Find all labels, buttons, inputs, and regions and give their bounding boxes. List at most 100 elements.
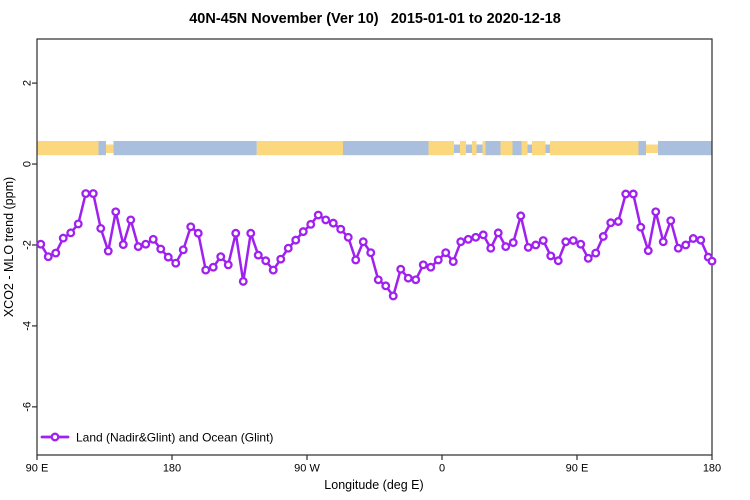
data-point-marker bbox=[433, 255, 443, 265]
map-band-segment-land bbox=[428, 141, 454, 156]
data-point-marker bbox=[388, 291, 398, 301]
map-band-segment-land bbox=[646, 144, 658, 153]
y-axis-tick-label: 2 bbox=[21, 80, 33, 86]
map-band-segment-ocean bbox=[113, 141, 257, 156]
data-point-marker bbox=[178, 245, 188, 255]
data-point-marker bbox=[381, 281, 391, 291]
x-axis-tick-label: 90 W bbox=[294, 463, 320, 475]
plot-frame bbox=[36, 38, 713, 456]
data-point-marker bbox=[238, 276, 248, 286]
data-point-marker bbox=[621, 189, 631, 199]
map-band-segment-land bbox=[550, 141, 639, 156]
data-point-marker bbox=[403, 273, 413, 283]
data-point-marker bbox=[96, 223, 106, 233]
map-band-segment-ocean bbox=[638, 141, 646, 156]
data-series bbox=[36, 189, 717, 301]
y-axis-title: XCO2 - MLO trend (ppm) bbox=[2, 177, 16, 317]
data-point-marker bbox=[283, 243, 293, 253]
legend: Land (Nadir&Glint) and Ocean (Glint) bbox=[40, 431, 273, 445]
data-point-marker bbox=[636, 222, 646, 232]
map-band-segment-ocean bbox=[658, 141, 712, 156]
data-point-marker bbox=[43, 252, 53, 262]
map-band-segment-ocean bbox=[466, 144, 472, 153]
data-point-marker bbox=[51, 248, 61, 258]
data-point-marker bbox=[366, 248, 376, 258]
map-band-segment-land bbox=[37, 141, 99, 156]
x-axis-tick-label: 90 E bbox=[26, 463, 49, 475]
data-point-marker bbox=[343, 232, 353, 242]
data-point-marker bbox=[411, 275, 421, 285]
data-point-marker bbox=[253, 250, 263, 260]
data-point-marker bbox=[88, 189, 98, 199]
chart-title: 40N-45N November (Ver 10) 2015-01-01 to … bbox=[189, 11, 561, 27]
data-point-marker bbox=[246, 228, 256, 238]
data-point-marker bbox=[208, 262, 218, 272]
data-point-marker bbox=[81, 189, 91, 199]
data-point-marker bbox=[456, 237, 466, 247]
data-point-marker bbox=[193, 228, 203, 238]
data-point-marker bbox=[58, 233, 68, 243]
data-point-marker bbox=[681, 240, 691, 250]
plot-border bbox=[36, 38, 713, 456]
y-axis-tick-label: 0 bbox=[21, 161, 33, 167]
data-point-marker bbox=[148, 234, 158, 244]
data-point-marker bbox=[186, 222, 196, 232]
data-point-marker bbox=[336, 224, 346, 234]
x-axis-title: Longitude (deg E) bbox=[324, 478, 423, 492]
map-band-segment-land bbox=[521, 141, 528, 156]
data-point-marker bbox=[163, 252, 173, 262]
data-point-marker bbox=[606, 218, 616, 228]
legend-label: Land (Nadir&Glint) and Ocean (Glint) bbox=[76, 431, 273, 445]
data-point-marker bbox=[201, 265, 211, 275]
data-point-marker bbox=[328, 218, 338, 228]
map-band-segment-ocean bbox=[454, 144, 460, 153]
data-point-marker bbox=[268, 265, 278, 275]
data-point-marker bbox=[313, 210, 323, 220]
data-point-marker bbox=[448, 257, 458, 267]
data-point-marker bbox=[441, 248, 451, 258]
data-point-marker bbox=[598, 232, 608, 241]
data-point-marker bbox=[426, 262, 436, 272]
data-point-marker bbox=[538, 236, 548, 245]
data-point-marker bbox=[493, 228, 503, 238]
legend-marker bbox=[40, 432, 70, 442]
data-point-marker bbox=[591, 248, 601, 258]
data-point-marker bbox=[298, 227, 308, 237]
data-point-marker bbox=[561, 237, 571, 247]
data-point-marker bbox=[658, 237, 668, 247]
data-point-marker bbox=[516, 211, 526, 221]
data-point-marker bbox=[111, 207, 121, 217]
data-point-marker bbox=[126, 215, 136, 225]
data-point-marker bbox=[133, 242, 143, 252]
map-band-segment-land bbox=[472, 141, 477, 156]
data-point-marker bbox=[216, 252, 226, 262]
data-point-marker bbox=[103, 246, 113, 256]
map-band-segment-land bbox=[460, 141, 466, 156]
y-axis-tick-label: -6 bbox=[21, 402, 33, 412]
data-point-marker bbox=[486, 243, 496, 253]
data-point-marker bbox=[553, 256, 563, 266]
data-point-marker bbox=[696, 235, 706, 245]
data-point-marker bbox=[118, 240, 128, 250]
data-point-marker bbox=[523, 242, 533, 252]
data-point-marker bbox=[418, 260, 428, 270]
map-band-segment-ocean bbox=[343, 141, 429, 156]
y-axis-tick-label: -2 bbox=[21, 240, 33, 250]
data-point-marker bbox=[373, 275, 383, 285]
data-point-marker bbox=[707, 256, 717, 266]
map-band-segment-ocean bbox=[545, 144, 550, 153]
map-band-segment-land bbox=[482, 141, 486, 156]
data-point-marker bbox=[396, 264, 406, 274]
map-band-segment-land bbox=[256, 141, 344, 156]
data-point-marker bbox=[568, 236, 578, 245]
data-point-marker bbox=[291, 235, 301, 245]
data-point-marker bbox=[501, 242, 511, 252]
data-point-marker bbox=[73, 219, 83, 229]
y-axis-tick-label: -4 bbox=[21, 321, 33, 331]
map-band-segment-ocean bbox=[527, 144, 532, 153]
data-point-marker bbox=[666, 216, 676, 226]
map-band-segment-ocean bbox=[512, 141, 522, 156]
data-point-marker bbox=[628, 189, 638, 199]
